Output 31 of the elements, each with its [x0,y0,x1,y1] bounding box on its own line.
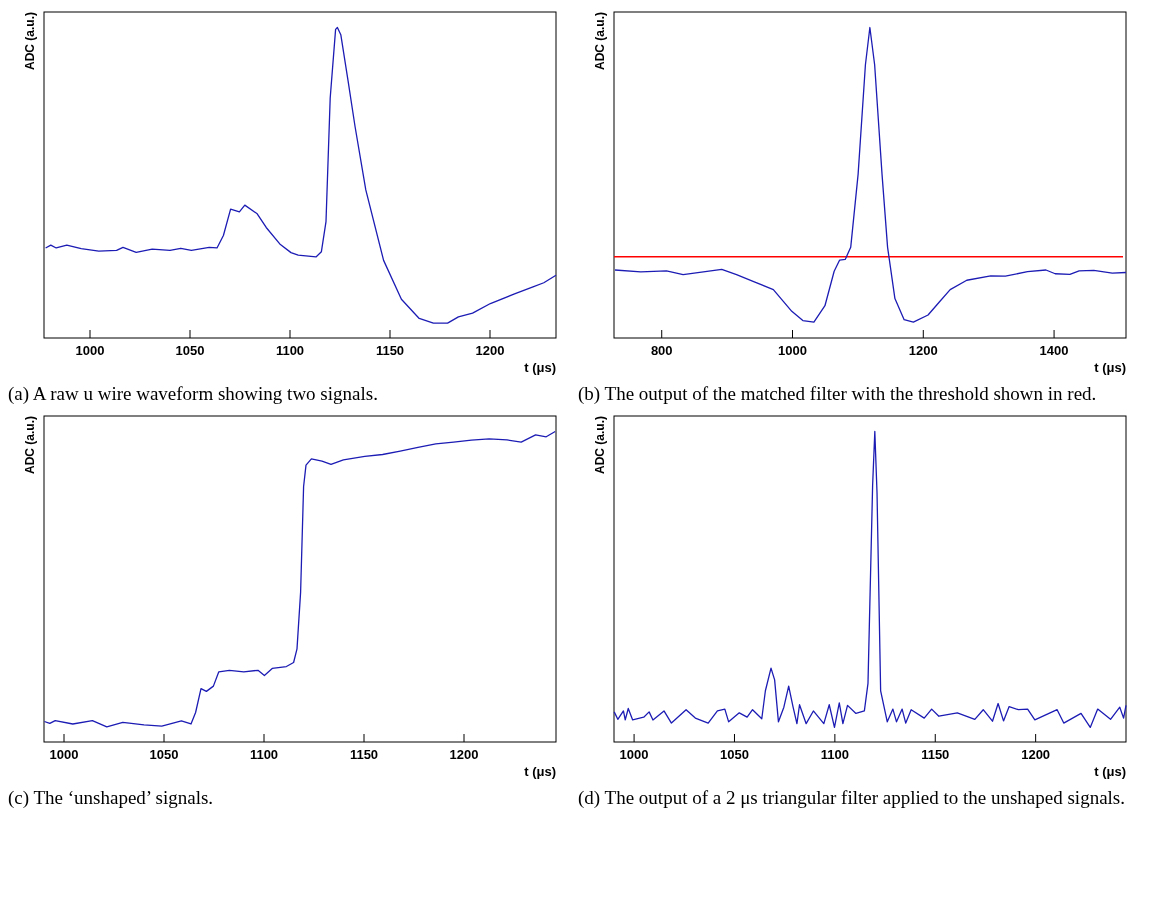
x-axis-title: t (μs) [524,360,556,375]
x-tick-label: 1200 [1021,747,1051,762]
x-tick-label: 1000 [778,343,807,358]
x-tick-label: 1200 [475,343,505,358]
x-tick-label: 1000 [619,747,649,762]
y-axis-title: ADC (a.u.) [593,416,607,474]
x-tick-label: 1150 [349,747,379,762]
text: (a) A raw u wire waveform showing two signals. [8,382,379,406]
y-axis-title: ADC (a.u.) [593,12,607,70]
x-axis-title: t (μs) [1094,764,1126,779]
x-tick-label: 1200 [908,343,938,358]
x-tick-label: 1100 [249,747,279,762]
x-tick-label: 1000 [75,343,105,358]
x-tick-label: 1100 [820,747,849,762]
x-axis-title: t (μs) [1094,360,1126,375]
text: (b) The output of the matched filter with the threshold shown in red. [578,382,1098,406]
y-axis-title: ADC (a.u.) [23,416,37,474]
y-axis-title: ADC (a.u.) [23,12,37,70]
x-tick-label: 1050 [720,747,749,762]
x-tick-label: 1000 [49,747,79,762]
x-tick-label: 1050 [175,343,205,358]
text: (c) The ‘unshaped’ signals. [8,786,215,810]
x-tick-label: 1400 [1039,343,1069,358]
x-tick-label: 1150 [375,343,405,358]
x-tick-label: 1150 [921,747,950,762]
x-tick-label: 1050 [149,747,179,762]
x-tick-label: 1200 [449,747,479,762]
x-tick-label: 800 [650,343,673,358]
text: (d) The output of a 2 μs triangular filter applied to the unshaped signals. [578,786,1126,810]
x-tick-label: 1100 [275,343,305,358]
x-axis-title: t (μs) [524,764,556,779]
